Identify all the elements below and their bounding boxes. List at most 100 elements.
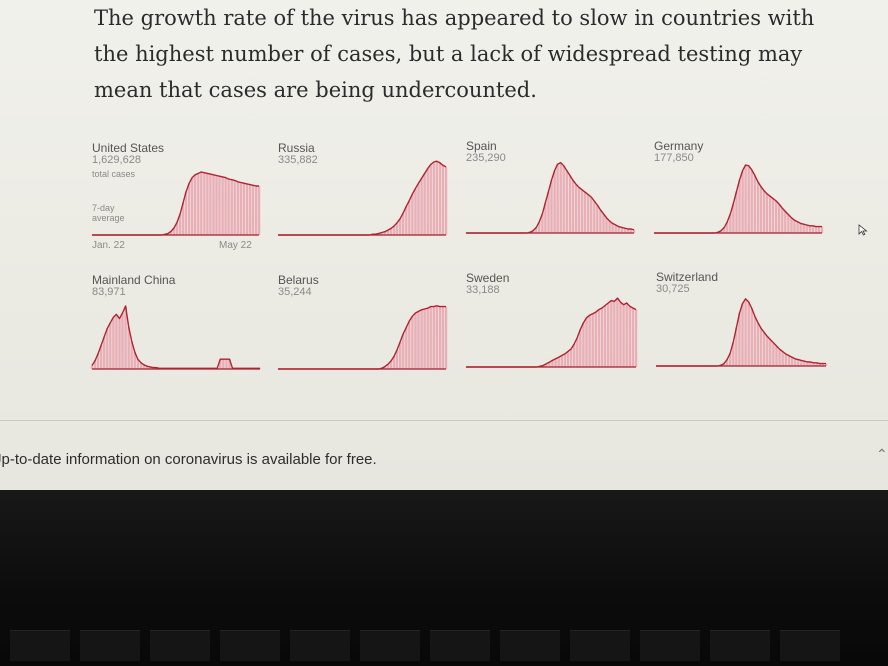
daily-cases-bar — [115, 314, 118, 369]
country-label: Belarus — [278, 273, 319, 287]
daily-cases-bar — [735, 327, 738, 366]
daily-cases-bar — [426, 308, 429, 369]
area-chart — [656, 298, 828, 367]
key — [640, 630, 700, 661]
daily-cases-bar — [613, 301, 616, 367]
daily-cases-bar — [554, 358, 557, 367]
daily-cases-bar — [233, 180, 236, 235]
daily-cases-bar — [611, 223, 614, 233]
chart-united-states: United States 1,629,628 total cases 7-da… — [92, 141, 282, 271]
daily-cases-bar — [545, 363, 548, 367]
daily-cases-bar — [444, 166, 448, 235]
daily-cases-bar — [399, 218, 402, 235]
daily-cases-bar — [417, 311, 420, 369]
daily-cases-bar — [557, 357, 560, 367]
daily-cases-bar — [377, 233, 380, 235]
daily-cases-bar — [747, 302, 750, 366]
daily-cases-bar — [793, 220, 796, 233]
daily-cases-bar — [112, 317, 115, 369]
daily-cases-bar — [750, 308, 753, 366]
chevron-up-icon[interactable]: ⌃ — [876, 446, 888, 462]
daily-cases-bar — [631, 308, 635, 367]
daily-cases-bar — [722, 363, 726, 366]
country-label: Germany — [654, 139, 704, 153]
daily-cases-bar — [429, 306, 432, 369]
daily-cases-bar — [200, 172, 203, 235]
daily-cases-bar — [254, 186, 258, 235]
daily-cases-bar — [605, 217, 608, 233]
cases-value: 1,629,628 — [92, 154, 141, 166]
daily-cases-bar — [820, 226, 824, 233]
daily-cases-bar — [593, 201, 596, 233]
daily-cases-bar — [124, 306, 127, 369]
daily-cases-bar — [145, 366, 149, 369]
daily-cases-bar — [735, 191, 738, 233]
daily-cases-bar — [766, 336, 769, 366]
daily-cases-bar — [787, 214, 790, 233]
daily-cases-bar — [435, 305, 438, 369]
seven-day-average-label: 7-day average — [92, 203, 125, 223]
daily-cases-bar — [729, 353, 732, 366]
chart-switzerland: Switzerland 30,725 — [656, 270, 846, 400]
daily-cases-bar — [723, 227, 726, 233]
screen: The growth rate of the virus has appeare… — [0, 0, 888, 490]
country-label: Switzerland — [656, 270, 719, 284]
daily-cases-bar — [538, 221, 541, 233]
daily-cases-bar — [762, 190, 766, 233]
area-chart — [466, 297, 638, 368]
seven-day-average-line — [656, 298, 826, 367]
daily-cases-bar — [582, 322, 585, 367]
daily-cases-bar — [257, 186, 261, 235]
country-label: Spain — [466, 139, 497, 153]
daily-cases-bar — [756, 181, 760, 233]
daily-cases-bar — [796, 221, 799, 233]
daily-cases-bar — [579, 329, 582, 367]
daily-cases-bar — [576, 337, 579, 367]
daily-cases-bar — [765, 193, 769, 233]
daily-cases-bar — [188, 183, 191, 235]
daily-cases-bar — [800, 360, 803, 366]
cases-value: 33,188 — [466, 284, 500, 296]
daily-cases-bar — [118, 318, 121, 369]
daily-cases-bar — [429, 164, 432, 235]
daily-cases-bar — [814, 226, 818, 233]
daily-cases-bar — [623, 228, 626, 233]
daily-cases-bar — [399, 341, 402, 369]
key — [430, 630, 490, 661]
daily-cases-bar — [547, 191, 550, 233]
daily-cases-bar — [551, 360, 554, 367]
daily-cases-bar — [383, 366, 387, 369]
country-label: Mainland China — [92, 273, 176, 287]
daily-cases-bar — [628, 306, 631, 367]
daily-cases-bar — [542, 365, 545, 367]
seven-day-average-line — [92, 171, 259, 236]
daily-cases-bar — [594, 312, 597, 367]
daily-cases-bar — [215, 175, 218, 235]
daily-cases-bar — [781, 208, 784, 233]
chart-spain: Spain 235,290 — [466, 139, 656, 269]
daily-cases-bar — [136, 359, 139, 369]
daily-cases-bar — [824, 363, 828, 366]
key — [80, 630, 140, 661]
daily-cases-bar — [90, 365, 94, 369]
daily-cases-bar — [386, 230, 390, 235]
daily-cases-bar — [227, 179, 230, 235]
daily-cases-bar — [172, 228, 176, 235]
daily-cases-bar — [423, 173, 426, 235]
daily-cases-bar — [590, 197, 593, 233]
daily-cases-bar — [553, 170, 556, 233]
daily-cases-bar — [787, 355, 791, 366]
chart-russia: Russia 335,882 — [278, 141, 468, 271]
daily-cases-bar — [420, 309, 423, 369]
daily-cases-bar — [741, 303, 744, 366]
daily-cases-bar — [625, 303, 628, 367]
daily-cases-bar — [806, 362, 809, 366]
daily-cases-bar — [121, 313, 124, 369]
daily-cases-bar — [617, 226, 620, 233]
daily-cases-bar — [402, 333, 405, 369]
daily-cases-bar — [184, 191, 188, 235]
daily-cases-bar — [405, 327, 408, 369]
daily-cases-bar — [753, 175, 756, 233]
daily-cases-bar — [228, 359, 231, 369]
daily-cases-bar — [239, 182, 242, 235]
